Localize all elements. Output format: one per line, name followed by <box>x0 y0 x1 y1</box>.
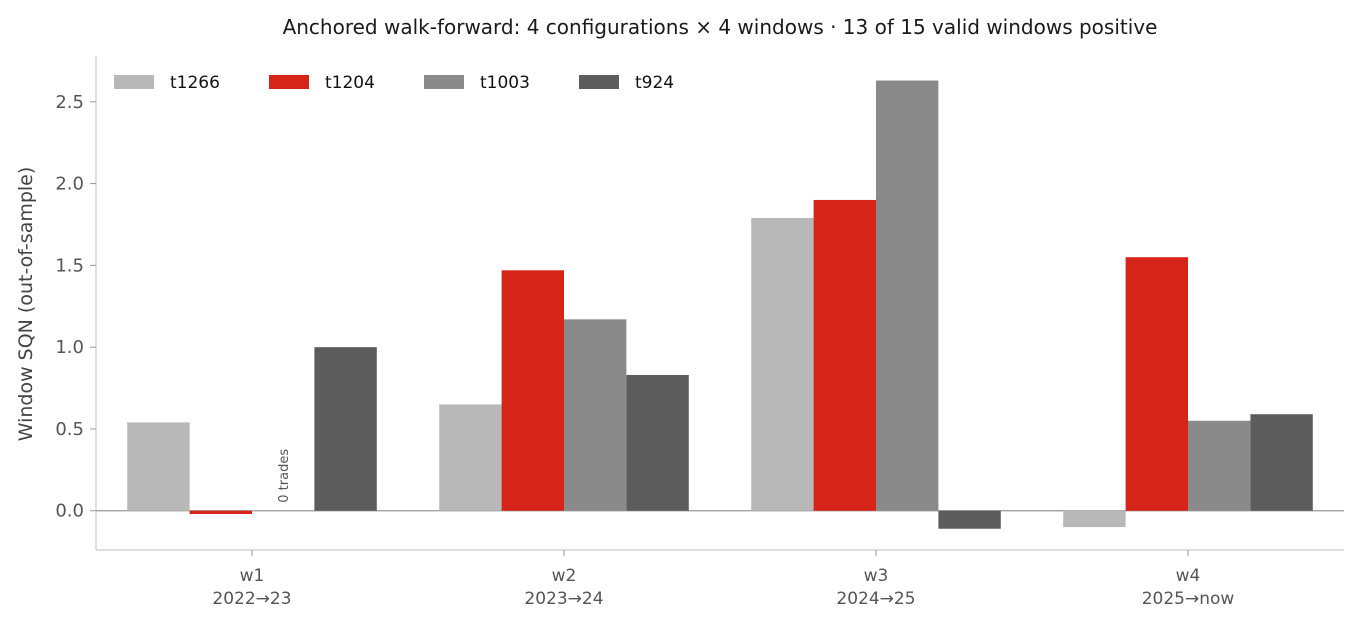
legend-swatch-t1204 <box>269 75 309 89</box>
y-tick-label: 0.0 <box>55 501 84 522</box>
bar-t1204-w3 <box>813 199 876 511</box>
x-tick-sublabel: 2024→25 <box>836 589 915 609</box>
y-axis-label: Window SQN (out-of-sample) <box>15 167 37 442</box>
x-tick-sublabel: 2025→now <box>1142 589 1235 609</box>
x-tick-label: w4 <box>1176 566 1201 586</box>
legend-swatch-t1266 <box>114 75 154 89</box>
bar-t1003-w3 <box>876 80 939 511</box>
legend: t1266 t1204 t1003 t924 <box>114 73 674 93</box>
x-tick-sublabel: 2023→24 <box>524 589 603 609</box>
y-tick-label: 1.0 <box>55 337 84 358</box>
legend-swatch-t1003 <box>424 75 464 89</box>
x-tick-label: w2 <box>552 566 577 586</box>
bar-t1266-w1 <box>127 422 190 511</box>
legend-label-t924: t924 <box>635 73 674 93</box>
x-tick-label: w1 <box>240 566 265 586</box>
bar-t924-w1 <box>314 347 377 511</box>
bar-t1003-w2 <box>564 319 627 511</box>
y-tick-label: 1.5 <box>55 255 84 276</box>
legend-label-t1204: t1204 <box>325 73 375 93</box>
axes: 0.0 0.5 1.0 1.5 2.0 2.5 w1 2022→23 w2 2023→24 w3 20… <box>55 56 1344 609</box>
legend-label-t1266: t1266 <box>170 73 220 93</box>
y-tick-label: 2.5 <box>55 92 84 113</box>
bars <box>127 80 1313 529</box>
bar-t924-w3 <box>938 510 1001 529</box>
annotation-zero-trades: 0 trades <box>277 449 292 503</box>
bar-t924-w2 <box>626 374 689 511</box>
bar-t1266-w3 <box>751 217 814 511</box>
bar-t924-w4 <box>1250 414 1313 511</box>
bar-t1266-w2 <box>439 404 502 511</box>
x-tick-label: w3 <box>864 566 889 586</box>
bar-t1204-w1 <box>189 510 252 515</box>
y-tick-label: 2.0 <box>55 174 84 195</box>
x-tick-sublabel: 2022→23 <box>212 589 291 609</box>
annotations: 0 trades <box>277 449 292 503</box>
legend-label-t1003: t1003 <box>480 73 530 93</box>
chart-title: Anchored walk-forward: 4 configurations … <box>283 15 1158 39</box>
bar-t1266-w4 <box>1063 510 1126 528</box>
legend-swatch-t924 <box>579 75 619 89</box>
bar-t1204-w4 <box>1125 257 1188 511</box>
bar-t1204-w2 <box>501 270 564 511</box>
bar-t1003-w4 <box>1188 420 1251 511</box>
y-tick-label: 0.5 <box>55 419 84 440</box>
